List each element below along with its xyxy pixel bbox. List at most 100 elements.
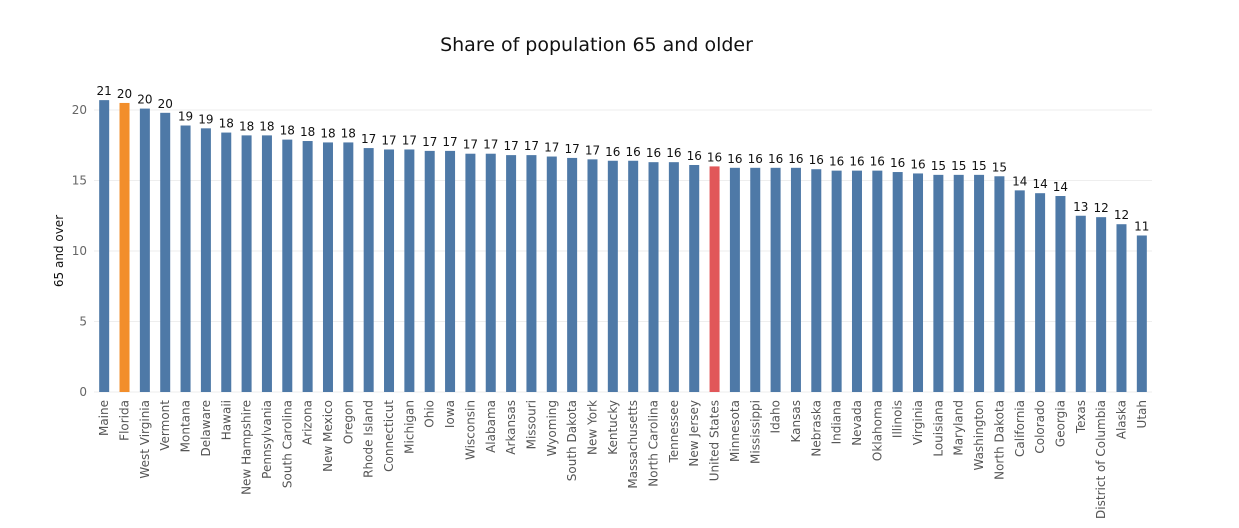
x-tick-label: South Carolina [280, 400, 294, 488]
bar[interactable] [506, 155, 517, 392]
data-label: 17 [524, 139, 539, 153]
bar[interactable] [994, 176, 1005, 392]
bar[interactable] [1136, 235, 1147, 392]
data-label: 12 [1114, 208, 1129, 222]
bar[interactable] [953, 174, 964, 392]
x-tick-label: Ohio [423, 400, 437, 428]
x-tick-label: Missouri [524, 400, 538, 449]
x-tick-label: Mississippi [748, 400, 762, 464]
x-tick-label: Maine [97, 400, 111, 436]
bar[interactable] [1035, 193, 1046, 392]
x-tick-label: Pennsylvania [260, 400, 274, 479]
bar[interactable] [343, 142, 354, 392]
bar[interactable] [974, 174, 985, 392]
bar[interactable] [1096, 217, 1107, 392]
bar[interactable] [1014, 190, 1025, 392]
bar[interactable] [1075, 215, 1086, 392]
data-label: 16 [605, 145, 620, 159]
data-label: 16 [849, 155, 864, 169]
bar[interactable] [363, 148, 374, 392]
bar[interactable] [831, 170, 842, 392]
bar[interactable] [750, 167, 761, 392]
data-label: 18 [280, 124, 295, 138]
bar[interactable] [689, 164, 700, 392]
data-label: 16 [768, 152, 783, 166]
bar[interactable] [790, 167, 801, 392]
bar[interactable] [119, 102, 130, 392]
x-tick-label: Georgia [1053, 400, 1067, 447]
bar[interactable] [567, 157, 578, 392]
x-tick-label: Wyoming [545, 400, 559, 456]
x-tick-label: Maryland [952, 400, 966, 456]
data-label: 20 [117, 87, 132, 101]
data-label: 18 [300, 125, 315, 139]
x-tick-label: Utah [1135, 400, 1149, 428]
data-label: 11 [1134, 219, 1149, 233]
x-tick-label: Washington [972, 400, 986, 471]
x-tick-label: North Carolina [647, 400, 661, 487]
bar[interactable] [465, 153, 476, 392]
bar[interactable] [668, 162, 679, 392]
x-tick-label: New Mexico [321, 400, 335, 472]
bar[interactable] [709, 166, 720, 392]
data-label: 17 [361, 132, 376, 146]
bar[interactable] [811, 169, 822, 392]
bar[interactable] [384, 149, 395, 392]
bar[interactable] [404, 149, 415, 392]
y-tick-label: 0 [79, 385, 87, 399]
data-label: 17 [585, 143, 600, 157]
bar[interactable] [892, 172, 903, 392]
bar[interactable] [851, 170, 862, 392]
x-tick-label: Nevada [850, 400, 864, 446]
data-label: 15 [951, 159, 966, 173]
bar[interactable] [139, 108, 150, 392]
x-tick-label: Illinois [891, 400, 905, 438]
bar[interactable] [913, 173, 924, 392]
x-tick-label: Hawaii [219, 400, 233, 440]
data-label: 16 [666, 146, 681, 160]
bar[interactable] [261, 135, 272, 392]
x-tick-label: District of Columbia [1094, 400, 1108, 519]
bar[interactable] [322, 142, 333, 392]
bar[interactable] [770, 167, 781, 392]
bar[interactable] [485, 153, 496, 392]
bar[interactable] [628, 160, 639, 392]
x-tick-label: Wisconsin [463, 400, 477, 460]
data-label: 18 [239, 119, 254, 133]
data-label: 17 [564, 142, 579, 156]
x-tick-label: Texas [1074, 400, 1088, 434]
bar[interactable] [180, 125, 191, 392]
x-tick-label: Colorado [1033, 400, 1047, 454]
bar[interactable] [445, 150, 456, 392]
data-label: 17 [544, 141, 559, 155]
y-tick-label: 10 [72, 244, 87, 258]
bar[interactable] [99, 100, 110, 392]
bar[interactable] [872, 170, 883, 392]
bar[interactable] [587, 159, 598, 392]
bar[interactable] [241, 135, 252, 392]
data-label: 15 [971, 159, 986, 173]
bar[interactable] [1055, 196, 1066, 392]
y-axis-label: 65 and over [52, 215, 66, 287]
x-tick-label: Alabama [484, 400, 498, 453]
x-tick-label: Iowa [443, 400, 457, 428]
bar[interactable] [933, 174, 944, 392]
bar[interactable] [526, 155, 537, 392]
bar[interactable] [729, 167, 740, 392]
x-tick-label: Oregon [341, 400, 355, 444]
bar[interactable] [221, 132, 232, 392]
chart-title: Share of population 65 and older [440, 34, 753, 56]
bar[interactable] [648, 162, 659, 392]
bar[interactable] [1116, 224, 1127, 392]
data-label: 18 [320, 126, 335, 140]
bar[interactable] [424, 150, 435, 392]
bar[interactable] [160, 112, 171, 392]
data-label: 19 [198, 112, 213, 126]
bar[interactable] [607, 160, 618, 392]
bar[interactable] [546, 156, 557, 392]
bar[interactable] [200, 128, 211, 392]
bar[interactable] [282, 139, 293, 392]
bar[interactable] [302, 141, 313, 392]
grid-lines [94, 109, 1152, 393]
